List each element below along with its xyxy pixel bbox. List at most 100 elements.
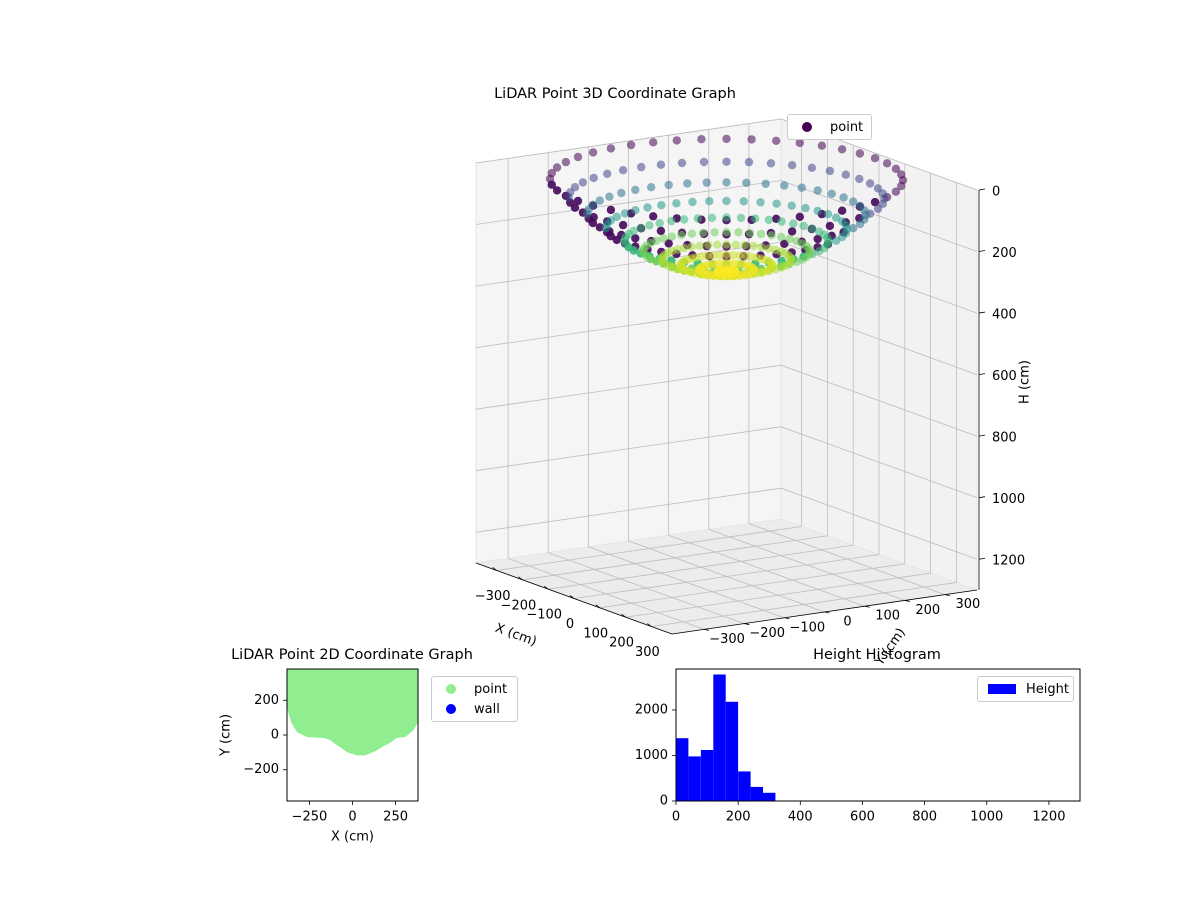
data-point: [677, 158, 687, 168]
data-point: [735, 251, 744, 260]
data-point: [547, 168, 556, 178]
legend-label: wall: [474, 701, 500, 717]
x-tick-label: 100: [583, 626, 608, 641]
z-tick-label: 1000: [992, 492, 1025, 507]
y-tick-label: 0: [843, 615, 851, 630]
data-point: [870, 197, 880, 207]
data-point: [764, 215, 774, 225]
data-point: [637, 162, 646, 172]
data-point: [713, 240, 722, 249]
x-tick: [621, 613, 626, 618]
data-point: [838, 217, 847, 226]
y-tick-label: −100: [790, 620, 826, 635]
data-point: [667, 232, 677, 241]
legend-entry-point: point: [442, 680, 507, 698]
data-point: [813, 186, 822, 195]
data-point: [603, 169, 612, 178]
data-point: [703, 251, 712, 261]
data-point: [693, 214, 702, 223]
data-point: [722, 213, 731, 222]
z-tick: [978, 496, 986, 499]
data-point: [747, 135, 756, 144]
data-point: [749, 241, 758, 251]
data-point: [643, 203, 652, 212]
data-point: [785, 234, 794, 244]
data-point: [825, 221, 835, 231]
data-point: [618, 220, 628, 230]
data-point: [815, 227, 824, 236]
data-point: [710, 228, 719, 237]
data-point: [631, 234, 640, 243]
data-point: [617, 188, 626, 198]
x-axis-label: X (cm): [493, 621, 539, 650]
data-point: [672, 136, 681, 145]
data-point: [728, 250, 738, 260]
data-point: [697, 135, 706, 144]
y-tick: [784, 617, 790, 620]
x-gridline: [522, 135, 828, 581]
data-point: [626, 140, 636, 150]
data-point: [656, 226, 666, 236]
data-point: [849, 197, 858, 206]
z-tick: [978, 188, 986, 191]
x-tick: [647, 623, 652, 627]
data-point: [683, 179, 692, 188]
z-tick: [978, 373, 986, 376]
data-point: [797, 183, 806, 192]
data-point: [698, 228, 708, 237]
y-tick-label: 200: [915, 603, 940, 618]
data-point: [595, 196, 604, 205]
data-point: [570, 183, 580, 192]
data-point: [687, 242, 696, 251]
legend-entry-wall: wall: [442, 700, 500, 718]
z-gridline: [475, 364, 978, 437]
data-point: [780, 181, 789, 190]
data-point: [855, 201, 865, 211]
data-point: [897, 170, 906, 179]
data-point: [787, 227, 797, 236]
data-point: [673, 245, 682, 254]
data-point: [740, 241, 749, 250]
data-point: [742, 178, 751, 187]
data-point: [882, 159, 892, 168]
data-point: [789, 219, 798, 228]
legend-label: point: [474, 681, 508, 697]
data-point: [808, 224, 817, 233]
z-tick-label: 400: [992, 308, 1017, 323]
data-point: [695, 241, 704, 250]
data-point: [722, 157, 731, 166]
data-point: [722, 178, 731, 187]
data-point: [744, 157, 754, 167]
y-tick-label: −200: [749, 626, 785, 641]
x-tick-label: −200: [501, 598, 537, 613]
x-gridline: [651, 182, 957, 627]
y-tick-label: −300: [709, 632, 745, 647]
data-point: [787, 201, 796, 210]
data-point: [552, 163, 562, 172]
data-point: [659, 234, 668, 243]
x-tick-label: −300: [475, 589, 511, 604]
data-point: [837, 206, 847, 215]
data-point: [589, 173, 598, 183]
data-point: [606, 205, 616, 215]
legend-label: Height: [1026, 681, 1069, 697]
data-point: [679, 243, 689, 253]
data-point: [605, 192, 614, 201]
data-point: [704, 240, 713, 250]
z-tick-label: 200: [992, 246, 1017, 261]
data-point: [799, 221, 808, 231]
data-point: [667, 216, 676, 226]
legend-label: point: [830, 119, 864, 135]
data-point: [855, 174, 864, 184]
z-gridline: [475, 303, 978, 375]
data-point: [825, 166, 835, 176]
data-point: [578, 178, 588, 187]
data-point: [702, 178, 711, 187]
data-point: [741, 251, 750, 261]
data-point: [813, 206, 822, 216]
y-gridline: [507, 158, 705, 630]
data-point: [652, 236, 661, 245]
data-point: [631, 206, 640, 215]
data-point: [761, 179, 770, 188]
